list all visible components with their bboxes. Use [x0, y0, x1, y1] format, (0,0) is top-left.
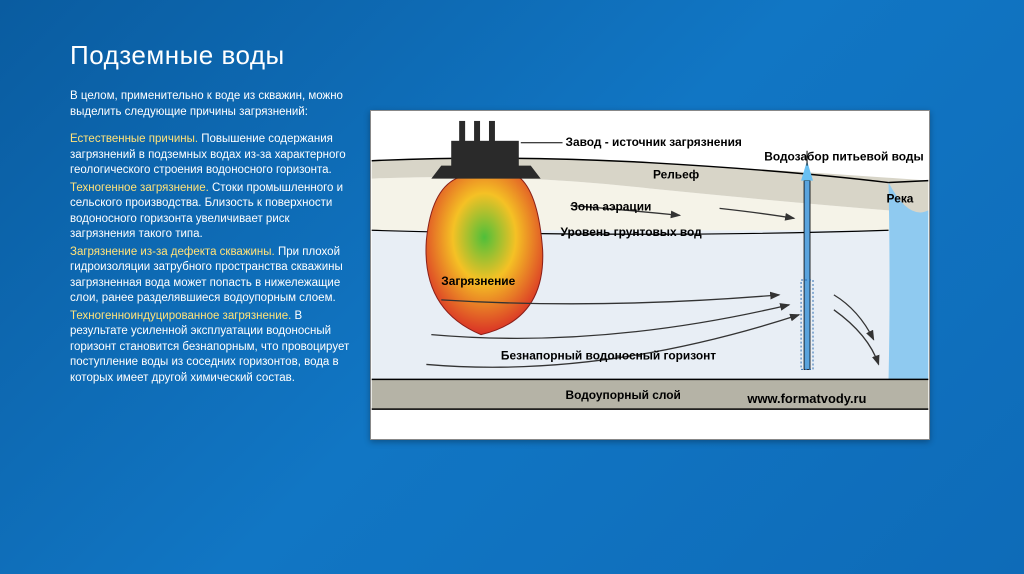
label-aquitard: Водоупорный слой	[566, 388, 681, 402]
diagram-column: Завод - источник загрязнения Рельеф Зона…	[370, 40, 979, 544]
label-relief: Рельеф	[653, 168, 699, 182]
label-intake: Водозабор питьевой воды	[764, 150, 923, 164]
factory-icon	[431, 121, 540, 179]
cause-title: Естественные причины.	[70, 133, 198, 145]
label-gwlevel: Уровень грунтовых вод	[561, 225, 703, 239]
cause-item: Техногенное загрязнение. Стоки промышлен…	[70, 181, 355, 243]
cause-title: Техногенноиндуцированное загрязнение.	[70, 310, 291, 322]
cause-item: Техногенноиндуцированное загрязнение. В …	[70, 309, 355, 387]
slide: Подземные воды В целом, применительно к …	[0, 0, 1024, 574]
label-river: Река	[887, 191, 914, 205]
label-pollution: Загрязнение	[441, 274, 515, 288]
intro-text: В целом, применительно к воде из скважин…	[70, 89, 355, 120]
watermark: www.formatvody.ru	[746, 391, 866, 406]
label-factory: Завод - источник загрязнения	[566, 135, 742, 149]
cause-title: Техногенное загрязнение.	[70, 182, 209, 194]
cause-item: Загрязнение из-за дефекта скважины. При …	[70, 245, 355, 307]
cause-title: Загрязнение из-за дефекта скважины.	[70, 246, 275, 258]
groundwater-pollution-diagram: Завод - источник загрязнения Рельеф Зона…	[370, 110, 930, 440]
cause-item: Естественные причины. Повышение содержан…	[70, 132, 355, 179]
text-column: Подземные воды В целом, применительно к …	[70, 40, 370, 544]
label-aeration: Зона аэрации	[570, 199, 651, 213]
label-aquifer: Безнапорный водоносный горизонт	[501, 348, 716, 362]
diagram-svg: Завод - источник загрязнения Рельеф Зона…	[371, 111, 929, 439]
causes-list: Естественные причины. Повышение содержан…	[70, 132, 355, 386]
page-title: Подземные воды	[70, 40, 355, 71]
